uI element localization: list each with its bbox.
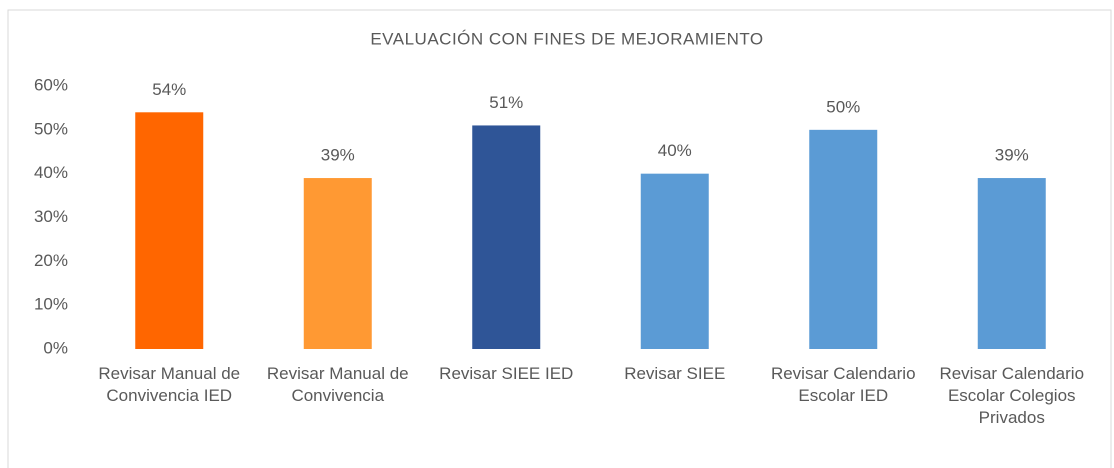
bar	[977, 178, 1046, 349]
bar	[135, 112, 204, 349]
y-tick-label: 0%	[43, 338, 68, 357]
data-label: 54%	[152, 80, 186, 99]
x-tick-label: Revisar Manual de Convivencia IED	[98, 364, 241, 405]
x-tick-label: Revisar Manual de Convivencia	[266, 364, 409, 405]
y-tick-label: 20%	[34, 251, 68, 270]
y-tick-label: 40%	[34, 163, 68, 182]
chart-frame	[7, 9, 1112, 468]
data-label: 51%	[489, 93, 523, 112]
x-tick-label: Revisar Calendario Escolar IED	[770, 364, 916, 405]
chart-title: EVALUACIÓN CON FINES DE MEJORAMIENTO	[370, 29, 763, 48]
data-label: 39%	[321, 146, 355, 165]
x-tick-label: Revisar SIEE IED	[439, 364, 574, 383]
data-label: 50%	[826, 97, 860, 116]
data-label: 39%	[995, 146, 1029, 165]
bar	[809, 129, 878, 349]
x-tick-label: Revisar SIEE	[624, 364, 726, 383]
data-label: 40%	[658, 141, 692, 160]
y-tick-label: 60%	[34, 75, 68, 94]
y-tick-label: 10%	[34, 295, 68, 314]
bar	[640, 173, 709, 349]
bar	[472, 125, 541, 349]
x-tick-label: Revisar Calendario Escolar Colegios Priv…	[939, 364, 1085, 427]
y-tick-label: 30%	[34, 207, 68, 226]
y-tick-label: 50%	[34, 119, 68, 138]
bar	[303, 178, 372, 349]
